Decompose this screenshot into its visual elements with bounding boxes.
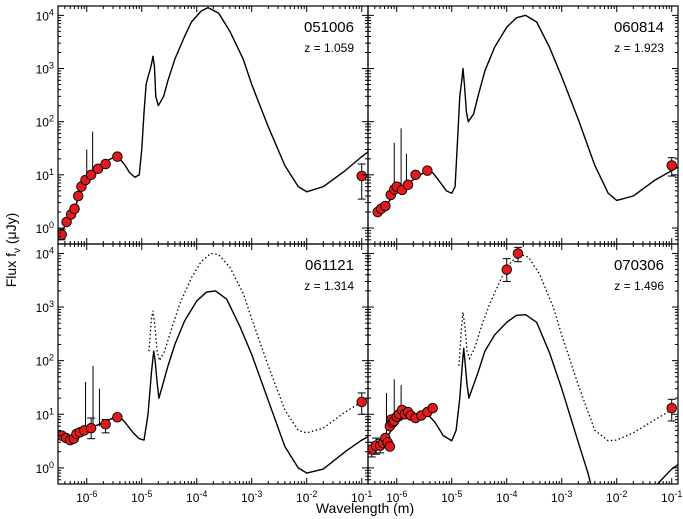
y-axis-title-main: Flux f [3, 253, 19, 287]
data-point [356, 170, 367, 182]
x-tick-label: 10-6 [76, 489, 97, 505]
y-tick-labels: 100 101 102 103 104 100 101 102 103 104 [36, 7, 54, 476]
data-point [422, 165, 433, 176]
grb-id-label: 060814 [614, 19, 664, 36]
plot-area [368, 246, 678, 484]
y-axis-title-sub: ν [12, 248, 23, 253]
data-point [402, 179, 414, 191]
x-tick-label: 10-2 [296, 489, 317, 505]
panel-060814: 060814 z = 1.923 [367, 5, 679, 245]
data-point [356, 396, 367, 408]
y-tick-label: 104 [36, 7, 54, 23]
y-tick-label: 102 [36, 114, 54, 130]
y-tick-label: 101 [36, 406, 54, 422]
redshift-label: z = 1.059 [304, 41, 354, 55]
redshift-label: z = 1.923 [614, 41, 664, 55]
y-tick-label: 102 [36, 353, 54, 369]
data-point [58, 229, 67, 240]
data-point [501, 264, 512, 275]
data-point [666, 402, 677, 414]
y-axis-title: Flux fν (μJy) [3, 213, 23, 288]
grb-id-label: 061121 [305, 257, 354, 274]
panel-070306: 070306 z = 1.496 [367, 243, 679, 485]
plot-area [58, 252, 368, 474]
model-curve-dotted [148, 252, 368, 434]
model-curve-solid [368, 313, 678, 484]
data-point [112, 411, 123, 423]
panel-051006: 051006 z = 1.059 [57, 5, 369, 245]
model-curve-solid [58, 290, 368, 474]
x-tick-label: 10-3 [241, 489, 262, 505]
panel-061121: 061121 z = 1.314 [57, 243, 369, 485]
y-tick-label: 100 [36, 220, 54, 236]
x-tick-label: 10-6 [386, 489, 407, 505]
data-point [92, 163, 104, 175]
data-point [61, 216, 72, 228]
y-tick-label: 101 [36, 167, 54, 183]
data-point [100, 419, 111, 430]
x-tick-label: 10-4 [496, 489, 517, 505]
data-point [112, 151, 123, 162]
data-point [512, 248, 524, 259]
data-point [384, 441, 396, 452]
data-point [666, 160, 677, 171]
model-curve-solid [374, 14, 678, 217]
y-tick-label: 103 [36, 61, 54, 77]
grb-id-label: 051006 [304, 19, 354, 36]
data-point [72, 190, 84, 202]
x-tick-labels: 10-6 10-5 10-4 10-3 10-2 10-1 10-6 10-5 10-4 10-3… [76, 489, 682, 505]
x-tick-label: 10-4 [186, 489, 207, 505]
data-point [100, 158, 111, 170]
data-point [85, 422, 97, 434]
data-point [427, 402, 438, 414]
data-point [380, 200, 391, 212]
panel-frame [367, 243, 679, 485]
redshift-label: z = 1.314 [304, 279, 354, 293]
y-tick-label: 100 [36, 460, 54, 476]
x-tick-label: 10-3 [551, 489, 572, 505]
y-tick-label: 103 [36, 299, 54, 315]
data-point [69, 203, 80, 215]
data-point [410, 169, 421, 181]
x-tick-label: 10-5 [441, 489, 462, 505]
x-tick-label: 10-5 [131, 489, 152, 505]
plot-area [372, 14, 678, 218]
x-tick-label: 10-2 [606, 489, 627, 505]
data-point [85, 169, 97, 181]
x-tick-label: 10-1 [661, 489, 682, 505]
x-axis-title: Wavelength (m) [316, 500, 414, 516]
plot-area [58, 6, 368, 241]
y-tick-label: 104 [36, 245, 54, 261]
grb-id-label: 070306 [614, 257, 664, 274]
model-curve-dotted [458, 253, 678, 442]
x-tick-label: 10-1 [351, 489, 372, 505]
redshift-label: z = 1.496 [614, 279, 664, 293]
y-axis-title-unit: (μJy) [3, 213, 19, 248]
